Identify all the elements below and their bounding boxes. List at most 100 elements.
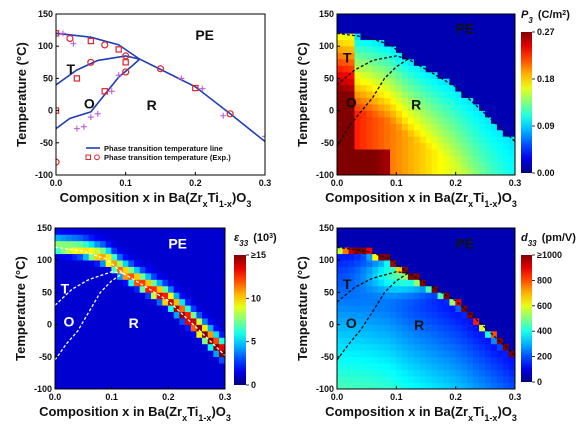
- colorbar-tick-label: 0.09: [537, 121, 555, 131]
- heatmap-cell: [455, 292, 462, 300]
- heatmap-cell: [378, 97, 385, 105]
- heatmap-cell: [366, 161, 373, 169]
- heatmap-cell: [431, 362, 439, 370]
- heatmap-cell: [111, 330, 118, 338]
- heatmap-cell: [485, 279, 492, 287]
- x-axis-label: Composition x in Ba(ZrxTi1-x)O3: [60, 190, 252, 209]
- heatmap-cell: [396, 33, 403, 41]
- heatmap-cell: [55, 272, 61, 280]
- heatmap-cell: [202, 382, 209, 389]
- heatmap-cell: [179, 247, 186, 255]
- heatmap-cell: [490, 330, 498, 338]
- heatmap-cell: [196, 343, 203, 351]
- heatmap-cell: [467, 311, 474, 319]
- heatmap-cell: [134, 317, 141, 325]
- heatmap-cell: [60, 350, 67, 358]
- heatmap-cell: [407, 103, 415, 111]
- heatmap-cell: [196, 247, 203, 255]
- heatmap-cell: [77, 285, 84, 293]
- heatmap-cell: [105, 234, 112, 242]
- heatmap-cell: [360, 123, 367, 131]
- heatmap-cell: [55, 253, 61, 261]
- heatmap-cell: [479, 375, 486, 383]
- heatmap-cell: [407, 356, 415, 364]
- heatmap-cell: [342, 382, 350, 389]
- heatmap-cell: [55, 247, 61, 255]
- heatmap-cell: [145, 247, 152, 255]
- heatmap-cell: [490, 343, 498, 351]
- y-tick-label: 100: [38, 41, 53, 51]
- x-tick-label: 0.3: [219, 392, 232, 402]
- heatmap-cell: [156, 266, 163, 274]
- heatmap-cell: [479, 142, 486, 150]
- heatmap-cell: [390, 362, 397, 370]
- heatmap-cell: [111, 266, 118, 274]
- heatmap-cell: [473, 382, 480, 389]
- heatmap-cell: [134, 234, 141, 242]
- heatmap-cell: [384, 129, 391, 137]
- heatmap-cell: [151, 350, 158, 358]
- heatmap-cell: [443, 168, 451, 175]
- heatmap-cell: [413, 240, 421, 248]
- heatmap-cell: [128, 337, 135, 345]
- heatmap-cell: [449, 103, 456, 111]
- heatmap-cell: [485, 103, 492, 111]
- heatmap-cell: [419, 362, 427, 370]
- heatmap-cell: [431, 234, 439, 242]
- heatmap-cell: [485, 324, 492, 332]
- heatmap-cell: [100, 337, 107, 345]
- heatmap-cell: [378, 292, 385, 300]
- heatmap-cell: [490, 20, 498, 28]
- heatmap-cell: [372, 259, 379, 267]
- heatmap-cell: [490, 279, 498, 287]
- heatmap-cell: [185, 279, 192, 287]
- heatmap-cell: [490, 298, 498, 306]
- heatmap-cell: [354, 148, 362, 156]
- heatmap-cell: [360, 116, 367, 124]
- heatmap-cell: [156, 375, 163, 383]
- heatmap-cell: [390, 375, 397, 383]
- heatmap-cell: [342, 356, 350, 364]
- heatmap-cell: [455, 369, 462, 377]
- heatmap-cell: [372, 292, 379, 300]
- heatmap-cell: [401, 369, 409, 377]
- heatmap-cell: [437, 20, 445, 28]
- heatmap-cell: [378, 148, 385, 156]
- heatmap-cell: [425, 362, 433, 370]
- phase-transition-line: [56, 55, 140, 86]
- heatmap-cell: [467, 123, 474, 131]
- heatmap-cell: [467, 78, 474, 86]
- heatmap-cell: [431, 240, 439, 248]
- heatmap-cell: [185, 324, 192, 332]
- x-tick-label: 0.2: [449, 178, 462, 188]
- heatmap-cell: [111, 369, 118, 377]
- heatmap-cell: [508, 234, 515, 242]
- heatmap-cell: [396, 103, 403, 111]
- heatmap-cell: [77, 279, 84, 287]
- heatmap-cell: [219, 253, 225, 261]
- heatmap-cell: [390, 279, 397, 287]
- heatmap-cell: [128, 279, 135, 287]
- heatmap-cell: [384, 247, 391, 255]
- heatmap-cell: [485, 110, 492, 118]
- x-axis-label: Composition x in Ba(ZrxTi1-x)O3: [325, 190, 517, 209]
- heatmap-cell: [77, 330, 84, 338]
- legend-label: Phase transition temperature (Exp.): [104, 153, 231, 162]
- heatmap-cell: [342, 350, 350, 358]
- heatmap-cell: [342, 136, 350, 144]
- region-label-o: O: [64, 314, 75, 330]
- heatmap-cell: [202, 337, 209, 345]
- heatmap-cell: [485, 330, 492, 338]
- heatmap-cell: [122, 292, 129, 300]
- heatmap-cell: [348, 350, 356, 358]
- heatmap-cell: [378, 103, 385, 111]
- heatmap-cell: [342, 97, 350, 105]
- heatmap-cell: [122, 337, 129, 345]
- heatmap-cell: [337, 155, 344, 163]
- heatmap-cell: [502, 285, 510, 293]
- heatmap-cell: [431, 90, 439, 99]
- heatmap-cell: [413, 65, 421, 73]
- heatmap-cell: [490, 292, 498, 300]
- heatmap-cell: [485, 97, 492, 105]
- heatmap-cell: [384, 84, 391, 92]
